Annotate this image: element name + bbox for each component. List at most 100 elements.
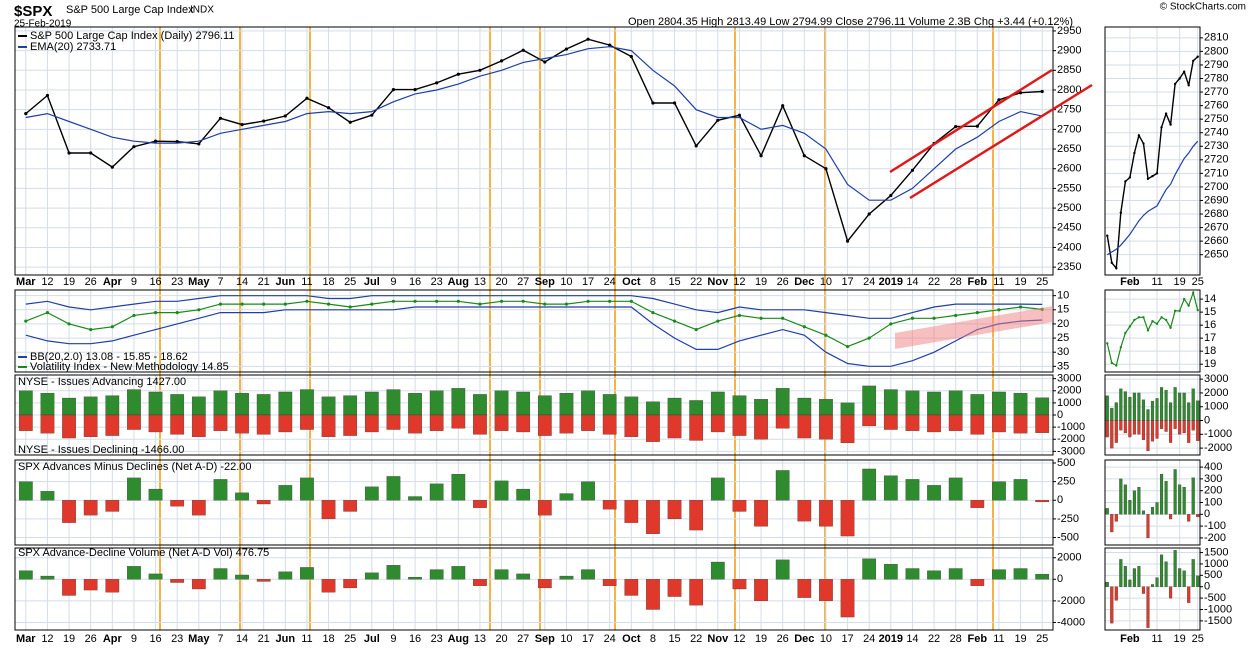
- data-point: [1192, 59, 1195, 63]
- y-tick-label: 19: [1204, 358, 1216, 370]
- bar: [819, 500, 833, 527]
- x-tick-label: 12: [733, 276, 745, 288]
- bar: [278, 571, 293, 580]
- y-tick-label: 2750: [1057, 104, 1081, 116]
- data-point: [1040, 89, 1044, 94]
- x-tick-label: 17: [841, 276, 853, 288]
- bar: [970, 500, 985, 508]
- data-point: [975, 124, 979, 128]
- x-tick-label: 22: [928, 276, 940, 288]
- bar: [62, 414, 76, 439]
- y-tick-label: 2690: [1204, 194, 1228, 206]
- bar: [1196, 514, 1200, 518]
- data-point: [954, 124, 958, 129]
- data-point: [1160, 316, 1163, 319]
- bar: [364, 572, 379, 580]
- bar: [1035, 573, 1050, 580]
- bar: [1132, 420, 1136, 435]
- bar: [1150, 420, 1155, 442]
- x-tick-label: 21: [258, 276, 270, 288]
- x-tick-label: 26: [85, 276, 97, 288]
- series-line: [25, 46, 1043, 201]
- series-line: [1106, 56, 1199, 270]
- y-tick-label: 2740: [1204, 127, 1228, 139]
- bar: [1159, 420, 1164, 429]
- bar: [170, 579, 185, 583]
- data-point: [305, 299, 309, 303]
- bar: [429, 414, 444, 431]
- bar: [386, 476, 401, 501]
- data-point: [110, 325, 114, 329]
- y-tick-label: 2700: [1204, 181, 1228, 193]
- bar: [948, 477, 963, 501]
- x-tick-label: 10: [820, 633, 832, 645]
- y-tick-label: 200: [1204, 485, 1222, 497]
- data-point: [24, 112, 28, 116]
- x-tick-label: 20: [495, 276, 507, 288]
- bar: [191, 500, 206, 516]
- y-tick-label: 35: [1057, 360, 1069, 372]
- data-point: [781, 104, 785, 108]
- bar: [992, 569, 1006, 580]
- y-tick-label: 2850: [1057, 64, 1081, 76]
- bar: [667, 579, 682, 597]
- bar: [235, 393, 249, 416]
- bar: [646, 414, 660, 442]
- data-point: [1164, 112, 1168, 115]
- y-tick-label: 1000: [1057, 397, 1081, 409]
- data-point: [240, 123, 244, 127]
- data-point: [1187, 304, 1190, 307]
- bar: [1110, 407, 1114, 421]
- data-point: [845, 344, 850, 349]
- bar: [559, 414, 574, 434]
- data-point: [1133, 151, 1136, 155]
- x-tick-label: Sep: [535, 633, 555, 645]
- bar: [1178, 392, 1182, 421]
- bar: [256, 394, 271, 416]
- y-tick-label: -4000: [1057, 616, 1085, 628]
- bar: [364, 414, 379, 433]
- bar: [992, 391, 1006, 416]
- bar: [1164, 420, 1168, 432]
- bar: [1132, 490, 1136, 515]
- data-point: [478, 302, 482, 306]
- data-point: [1110, 261, 1113, 265]
- x-tick-label: 21: [258, 633, 270, 645]
- bar: [559, 575, 574, 580]
- panels: 2350240024502500255026002650270027502800…: [14, 25, 1232, 645]
- data-point: [608, 299, 612, 303]
- x-tick-label: 22: [690, 633, 702, 645]
- x-tick-label: 27: [517, 633, 529, 645]
- bar: [18, 390, 33, 416]
- data-point: [262, 119, 266, 123]
- data-point: [1146, 177, 1150, 180]
- x-tick-label: 27: [517, 276, 529, 288]
- y-tick-label: 2000: [1057, 385, 1081, 397]
- x-tick-label: 9: [131, 276, 137, 288]
- bar: [1178, 420, 1182, 435]
- x-tick-label: Nov: [707, 633, 729, 645]
- bar: [127, 389, 141, 416]
- bar: [1141, 586, 1146, 594]
- data-point: [543, 60, 547, 64]
- data-point: [326, 302, 331, 306]
- y-tick-label: 500: [1057, 457, 1075, 469]
- panel: -4000 -2000 0 2000 SPX Advance-Decline Volum…: [14, 547, 1085, 645]
- bar: [1150, 584, 1155, 587]
- bar: [386, 565, 401, 580]
- bar: [1146, 514, 1150, 539]
- date: 25-Feb-2019: [14, 19, 72, 30]
- bar: [559, 393, 574, 416]
- x-tick-label: Jun: [276, 276, 296, 288]
- y-tick-label: 0: [1057, 409, 1063, 421]
- x-tick-label: Oct: [622, 276, 641, 288]
- bar: [689, 414, 704, 441]
- bar: [40, 393, 55, 416]
- y-tick-label: 3000: [1204, 373, 1228, 385]
- x-tick-label: 25: [1036, 276, 1048, 288]
- legend-label: BB(20,2.0) 13.08 - 15.85 - 18.62: [30, 351, 188, 363]
- data-point: [24, 319, 28, 323]
